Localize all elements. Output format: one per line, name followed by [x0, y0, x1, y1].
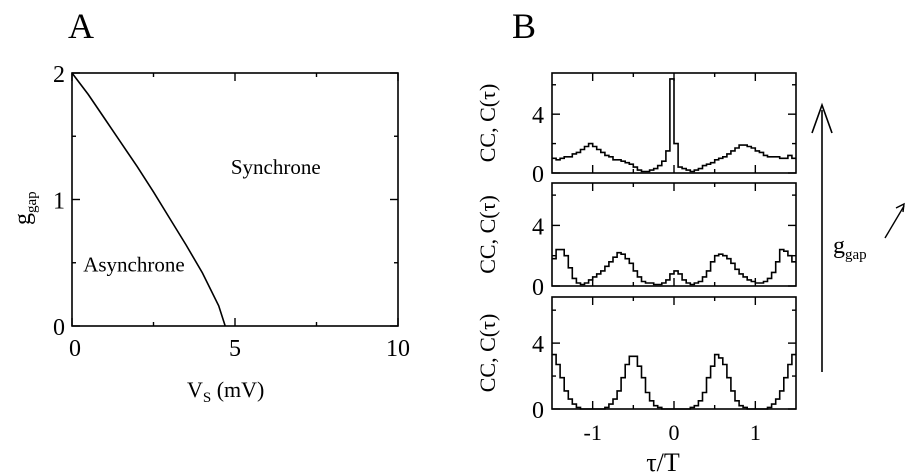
- svg-text:ggap: ggap: [10, 191, 40, 225]
- subplot-top: 0 4 CC, C(τ): [475, 72, 797, 188]
- histogram-step-bottom: [552, 353, 796, 410]
- y-label-main: g: [10, 213, 36, 225]
- y-label-sub: gap: [24, 191, 40, 213]
- b-y-axis-label-text: CC, C(τ): [475, 84, 500, 163]
- annotation-asynchrone: Asynchrone: [83, 253, 184, 277]
- phase-boundary-line: [71, 72, 226, 327]
- b-y-tick-label: 0: [532, 398, 544, 424]
- b-y-tick-label: 0: [532, 162, 544, 188]
- panel-b-x-axis-label: τ/T: [646, 448, 680, 475]
- subplot-bottom: 0 4 CC, C(τ) -1 0 1: [475, 296, 797, 445]
- b-y-axis-label: CC, C(τ): [475, 84, 500, 163]
- a-y-tick-label: 2: [53, 62, 65, 88]
- b-y-axis-label-text: CC, C(τ): [475, 195, 500, 274]
- x-label-unit: (mV): [211, 377, 264, 402]
- panel-b-label: B: [512, 6, 536, 46]
- side-arrow-shaft: [884, 205, 905, 239]
- b-x-tick-label: -1: [584, 420, 602, 445]
- panel-a: A 0 5 10 0 1 2 Synchrone Asynchrone VS (mV) g…: [10, 6, 410, 406]
- side-arrow-head: [895, 202, 905, 213]
- b-y-tick-label: 0: [532, 275, 544, 301]
- a-x-tick-label: 5: [229, 336, 241, 362]
- b-y-axis-label: CC, C(τ): [475, 195, 500, 274]
- b-y-tick-label: 4: [532, 214, 544, 240]
- side-label-main: g: [833, 233, 845, 259]
- panel-a-y-axis-label: ggap: [10, 191, 40, 225]
- panel-b-subplots: 0 4 CC, C(τ) 0 4 CC, C(τ) 0 4 CC, C(τ) -1 0 1: [475, 72, 797, 445]
- panel-a-ticks: 0 5 10 0 1 2: [53, 62, 410, 362]
- b-y-tick-label: 4: [532, 103, 544, 129]
- panel-b-side-label: ggap: [833, 233, 867, 263]
- b-y-axis-label: CC, C(τ): [475, 314, 500, 393]
- b-x-tick-label: 1: [750, 420, 761, 445]
- panel-a-label: A: [68, 6, 94, 46]
- a-x-tick-label: 0: [69, 336, 81, 362]
- x-label-sub: S: [203, 390, 211, 406]
- increasing-arrow-head: [811, 102, 833, 134]
- annotation-synchrone: Synchrone: [231, 155, 321, 179]
- subplot-frame: [551, 296, 797, 410]
- x-label-main: V: [187, 377, 203, 402]
- panel-a-x-axis-label: VS (mV): [187, 377, 264, 406]
- a-x-tick-label: 10: [386, 336, 410, 362]
- panel-a-frame: [71, 72, 399, 327]
- b-x-tick-label: 0: [669, 420, 680, 445]
- b-y-tick-label: 4: [532, 332, 544, 358]
- panel-b: B 0 4 CC, C(τ) 0 4 CC, C(τ) 0 4 CC, C(τ) -1 0 1 τ/T…: [475, 6, 905, 475]
- histogram-step-top: [552, 78, 796, 173]
- subplot-middle: 0 4 CC, C(τ): [475, 182, 797, 301]
- side-label-sub: gap: [845, 247, 867, 263]
- b-y-axis-label-text: CC, C(τ): [475, 314, 500, 393]
- a-y-tick-label: 1: [53, 189, 65, 215]
- a-y-tick-label: 0: [53, 315, 65, 341]
